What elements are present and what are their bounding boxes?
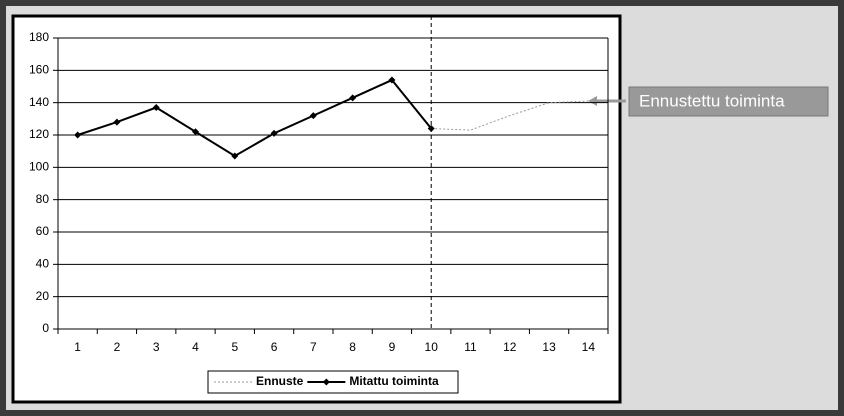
chart-frame	[11, 14, 622, 404]
point	[74, 131, 82, 139]
x-tick-label: 1	[74, 340, 81, 354]
annotation-box	[628, 86, 829, 117]
y-tick-label: 80	[36, 192, 50, 206]
point	[192, 128, 199, 136]
x-tick-label: 6	[271, 340, 278, 354]
annotation: Ennustettu toiminta	[639, 91, 785, 110]
x-tick-label: 5	[231, 340, 238, 354]
point	[152, 104, 160, 112]
x-tick-label: 10	[425, 340, 439, 354]
x-tick-label: 3	[153, 340, 160, 354]
y-tick-label: 20	[36, 289, 50, 303]
x-tick-label: 14	[582, 340, 596, 354]
x-tick-label: 11	[464, 340, 477, 354]
y-tick-label: 160	[29, 63, 49, 77]
y-tick-label: 0	[42, 321, 49, 335]
point	[270, 129, 278, 137]
legend-label: Mitattu toiminta	[349, 374, 439, 388]
y-tick-label: 100	[29, 160, 49, 174]
series-line	[77, 78, 432, 158]
legend-label: Ennuste	[256, 374, 304, 388]
y-tick-label: 140	[29, 95, 49, 109]
point	[113, 118, 121, 126]
legend-marker	[322, 378, 330, 386]
x-tick-label: 8	[349, 340, 356, 354]
annotation-arrowhead	[588, 96, 597, 106]
y-tick-label: 180	[29, 30, 49, 44]
x-tick-label: 9	[389, 340, 396, 354]
y-tick-label: 40	[36, 257, 50, 271]
point	[349, 94, 357, 102]
point	[231, 152, 239, 160]
series-line	[431, 100, 589, 131]
y-tick-label: 120	[29, 127, 49, 141]
y-tick-label: 60	[36, 224, 50, 238]
x-tick-label: 12	[503, 340, 517, 354]
x-tick-label: 2	[114, 340, 121, 354]
point	[427, 125, 435, 133]
x-tick-label: 7	[310, 340, 317, 354]
point	[388, 76, 396, 84]
x-tick-label: 13	[542, 340, 556, 354]
x-tick-label: 4	[192, 340, 199, 354]
point	[309, 112, 317, 120]
